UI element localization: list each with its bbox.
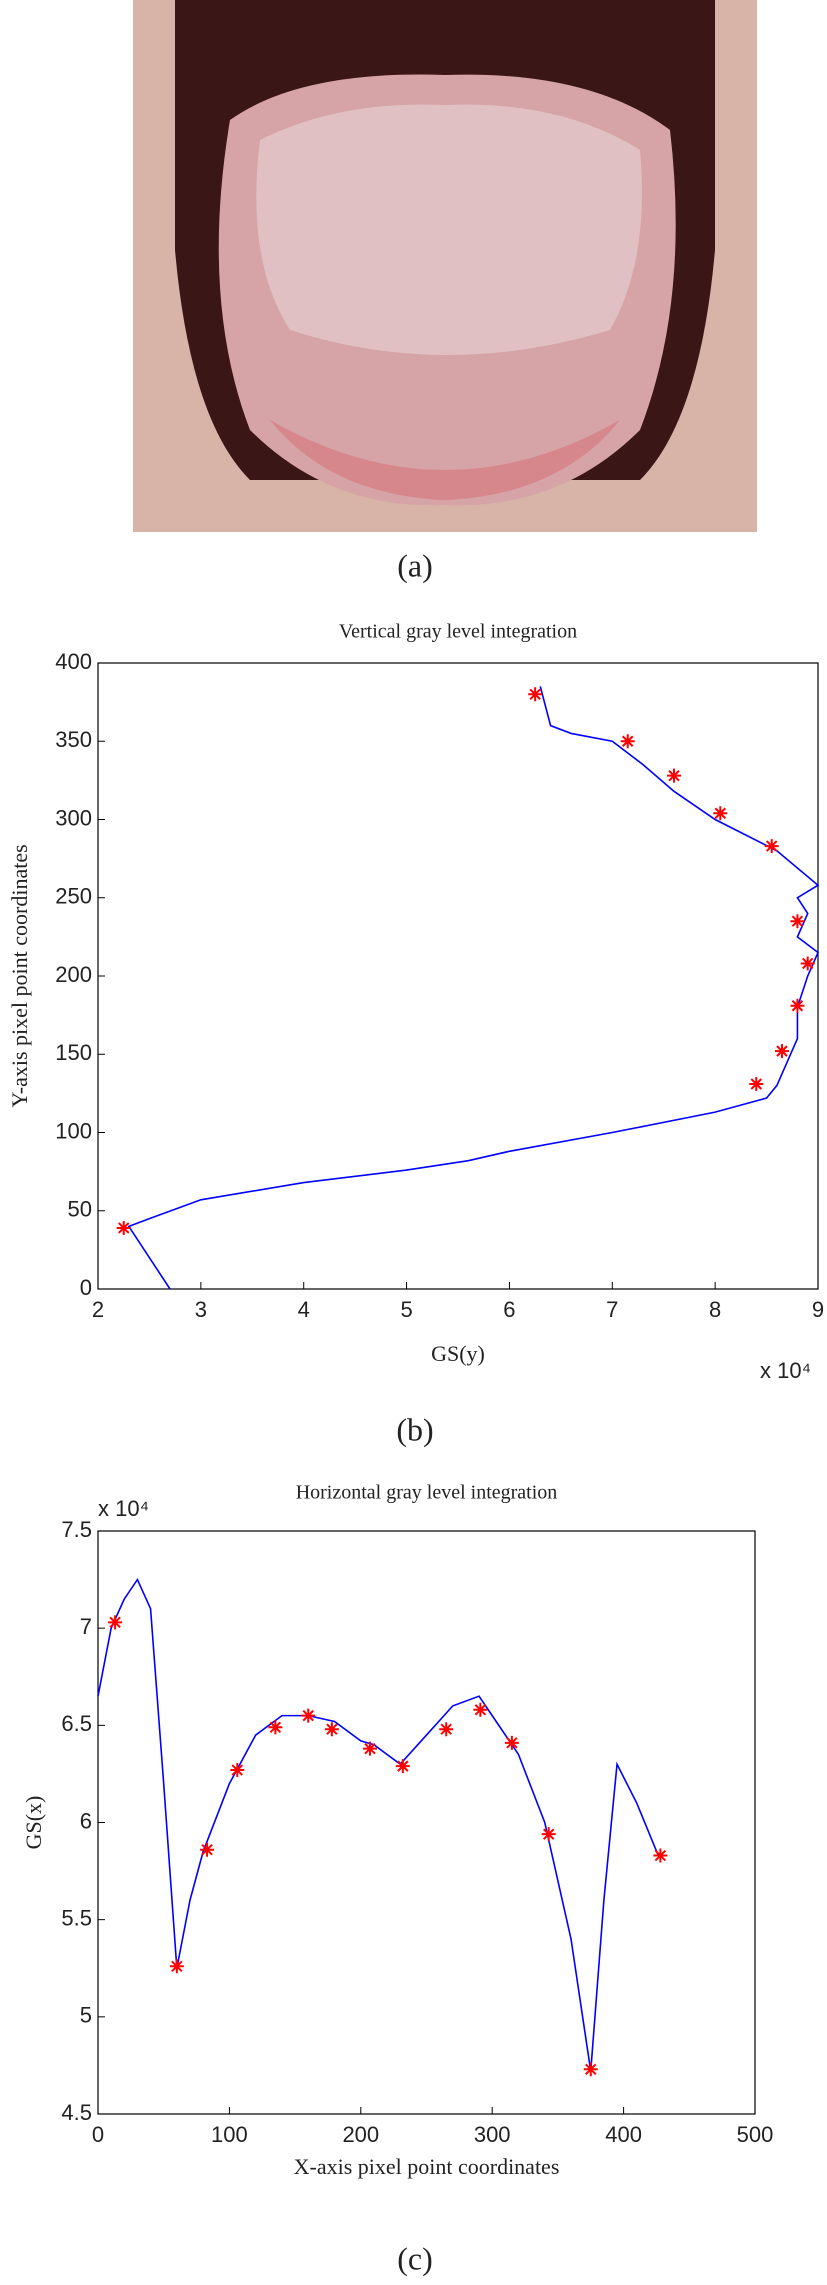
axis-multiplier: x 10⁴ bbox=[760, 1358, 811, 1383]
x-tick-label: 500 bbox=[737, 2122, 774, 2147]
y-tick-label: 200 bbox=[55, 962, 92, 987]
y-tick-label: 7 bbox=[80, 1614, 92, 1639]
data-marker bbox=[301, 1708, 316, 1723]
y-tick-label: 5 bbox=[80, 2003, 92, 2028]
y-axis-label: GS(x) bbox=[21, 1796, 46, 1850]
data-marker bbox=[667, 768, 681, 783]
y-tick-label: 0 bbox=[80, 1275, 92, 1300]
data-marker bbox=[108, 1615, 123, 1630]
x-tick-label: 7 bbox=[606, 1297, 618, 1322]
x-tick-label: 9 bbox=[812, 1297, 824, 1322]
data-marker bbox=[395, 1759, 410, 1774]
x-tick-label: 200 bbox=[342, 2122, 379, 2147]
y-tick-label: 7.5 bbox=[61, 1517, 92, 1542]
x-axis-label: X-axis pixel point coordinates bbox=[294, 2154, 560, 2179]
x-tick-label: 3 bbox=[195, 1297, 207, 1322]
y-tick-label: 50 bbox=[68, 1197, 92, 1222]
data-marker bbox=[504, 1735, 519, 1750]
tongue-photo bbox=[133, 0, 757, 532]
data-marker bbox=[116, 1220, 131, 1235]
plot-area bbox=[97, 662, 819, 1290]
y-tick-label: 6.5 bbox=[61, 1711, 92, 1736]
x-tick-label: 4 bbox=[298, 1297, 310, 1322]
data-marker bbox=[764, 839, 779, 854]
data-marker bbox=[439, 1722, 454, 1737]
caption: (c) bbox=[397, 2240, 433, 2276]
data-marker bbox=[713, 806, 728, 821]
caption: (a) bbox=[397, 547, 433, 583]
x-tick-label: 5 bbox=[400, 1297, 412, 1322]
data-marker bbox=[169, 1959, 184, 1974]
data-marker bbox=[800, 956, 815, 971]
x-tick-label: 0 bbox=[92, 2122, 104, 2147]
data-marker bbox=[749, 1076, 764, 1091]
y-tick-label: 5.5 bbox=[61, 1905, 92, 1930]
data-marker bbox=[620, 734, 635, 749]
plot-area bbox=[97, 1530, 756, 2115]
data-marker bbox=[324, 1722, 339, 1737]
y-tick-label: 300 bbox=[55, 805, 92, 830]
x-tick-label: 2 bbox=[92, 1297, 104, 1322]
data-line bbox=[97, 1577, 660, 2072]
data-marker bbox=[653, 1848, 668, 1863]
chart-title: Vertical gray level integration bbox=[339, 621, 577, 643]
y-axis-label: Y-axis pixel point coordinates bbox=[7, 844, 32, 1107]
data-marker bbox=[230, 1763, 245, 1778]
y-tick-label: 250 bbox=[55, 884, 92, 909]
x-tick-label: 8 bbox=[709, 1297, 721, 1322]
data-marker bbox=[775, 1044, 789, 1059]
axis-multiplier: x 10⁴ bbox=[98, 1496, 149, 1521]
data-marker bbox=[541, 1827, 556, 1842]
data-marker bbox=[790, 998, 805, 1013]
chart-title: Horizontal gray level integration bbox=[296, 1482, 558, 1504]
data-marker bbox=[583, 2062, 598, 2077]
y-tick-label: 6 bbox=[80, 1808, 92, 1833]
y-tick-label: 400 bbox=[55, 649, 92, 674]
y-tick-label: 4.5 bbox=[61, 2100, 92, 2125]
y-tick-label: 150 bbox=[55, 1040, 92, 1065]
y-tick-label: 100 bbox=[55, 1118, 92, 1143]
x-tick-label: 400 bbox=[605, 2122, 642, 2147]
x-axis-label: GS(y) bbox=[431, 1341, 485, 1366]
x-tick-label: 100 bbox=[211, 2122, 248, 2147]
x-tick-label: 6 bbox=[503, 1297, 515, 1322]
data-marker bbox=[473, 1702, 488, 1717]
x-tick-label: 300 bbox=[474, 2122, 511, 2147]
data-marker bbox=[200, 1842, 215, 1857]
data-marker bbox=[528, 687, 543, 702]
data-marker bbox=[362, 1741, 377, 1756]
caption: (b) bbox=[396, 1411, 433, 1447]
y-tick-label: 350 bbox=[55, 727, 92, 752]
data-marker bbox=[790, 914, 805, 929]
data-marker bbox=[268, 1720, 283, 1735]
